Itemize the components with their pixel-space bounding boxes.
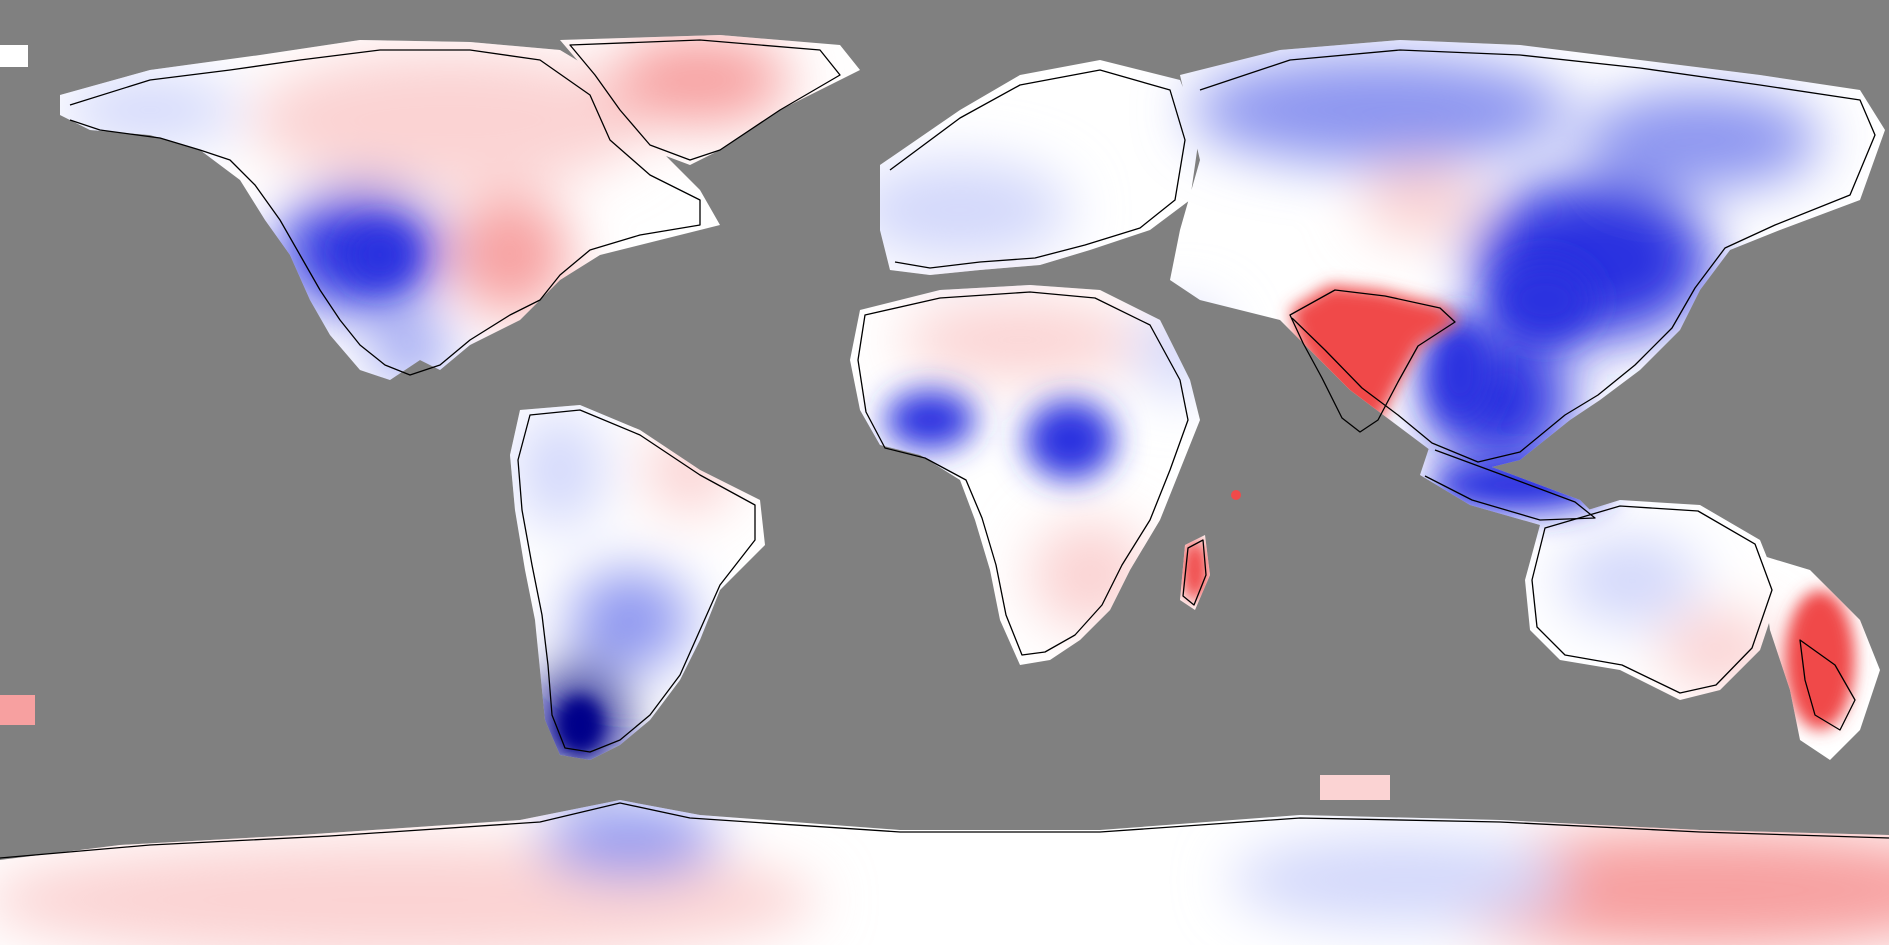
region-eastern-us xyxy=(450,195,570,315)
region-central-africa xyxy=(1025,400,1115,480)
region-west-africa xyxy=(885,390,975,450)
isolated-cells xyxy=(0,45,1390,800)
coastlines xyxy=(0,39,1889,859)
region-new-zealand-sea xyxy=(1785,590,1855,730)
region-canada-north xyxy=(250,50,650,190)
region-greenland xyxy=(610,35,790,125)
region-europe xyxy=(850,160,1070,260)
region-alaska-west-canada xyxy=(60,75,240,145)
region-mexico xyxy=(370,320,450,380)
region-australia xyxy=(1560,535,1700,625)
region-russia-siberia xyxy=(1190,55,1570,165)
region-north-africa xyxy=(900,300,1140,380)
region-northern-south-america xyxy=(515,410,605,530)
